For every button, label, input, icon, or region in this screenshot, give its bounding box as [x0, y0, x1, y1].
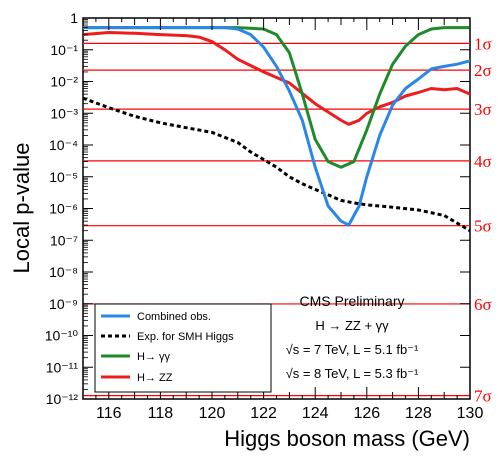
y-tick-label: 10⁻¹⁰	[45, 328, 79, 344]
legend-label-gammagamma: H→ γγ	[137, 351, 171, 363]
sigma-label-5: 5σ	[474, 217, 492, 236]
y-tick-label: 10⁻⁹	[49, 296, 78, 312]
y-tick-label: 10⁻⁵	[49, 169, 78, 185]
y-tick-label: 10⁻⁸	[49, 264, 78, 280]
y-tick-label: 10⁻¹	[50, 42, 78, 58]
series-line-0	[83, 26, 470, 227]
sigma-label-4: 4σ	[474, 152, 492, 171]
y-tick-label: 10⁻²	[50, 74, 78, 90]
sigma-label-2: 2σ	[474, 61, 492, 80]
legend-label-zz: H→ ZZ	[137, 372, 173, 384]
x-tick-label: 124	[302, 405, 329, 422]
legend-label-expected: Exp. for SMH Higgs	[137, 331, 234, 343]
sigma-label-6: 6σ	[474, 295, 492, 314]
axis-ticks	[82, 17, 471, 400]
y-tick-label: 10⁻⁷	[50, 232, 78, 248]
y-tick-label: 1	[70, 10, 78, 26]
energy-lumi-8tev: √s = 8 TeV, L = 5.3 fb⁻¹	[286, 366, 419, 381]
x-tick-label: 120	[199, 405, 226, 422]
x-tick-label: 118	[148, 405, 174, 422]
x-tick-label: 128	[405, 405, 432, 422]
legend: Combined obs. Exp. for SMH Higgs H→ γγ H…	[94, 303, 272, 393]
sigma-labels: 1σ 2σ 3σ 4σ 5σ 6σ 7σ	[474, 34, 492, 405]
x-tick-label: 130	[457, 405, 484, 422]
x-axis-title: Higgs boson mass (GeV)	[224, 426, 470, 451]
annotation-block: CMS Preliminary H → ZZ + γγ √s = 7 TeV, …	[286, 293, 419, 381]
sigma-label-7: 7σ	[474, 387, 492, 406]
y-tick-label: 10⁻⁶	[49, 201, 78, 217]
y-axis-title: Local p-value	[9, 143, 34, 274]
series-line-3	[83, 31, 470, 126]
y-tick-label: 10⁻¹¹	[46, 359, 79, 375]
x-tick-labels: 116 118 120 122 124 126 128 130	[96, 405, 483, 422]
x-tick-label: 122	[250, 405, 277, 422]
y-tick-label: 10⁻¹²	[46, 391, 79, 407]
y-tick-label: 10⁻³	[50, 105, 78, 121]
series-layer	[83, 26, 470, 232]
legend-label-combined: Combined obs.	[137, 311, 211, 323]
series-line-1	[83, 96, 470, 232]
y-tick-labels: 1 10⁻¹ 10⁻² 10⁻³ 10⁻⁴ 10⁻⁵ 10⁻⁶ 10⁻⁷ 10⁻⁸ 10⁻⁹ 10⁻…	[45, 10, 79, 407]
experiment-label: CMS Preliminary	[299, 293, 404, 309]
y-tick-label: 10⁻⁴	[49, 137, 78, 153]
sigma-label-3: 3σ	[474, 100, 492, 119]
energy-lumi-7tev: √s = 7 TeV, L = 5.1 fb⁻¹	[286, 342, 419, 357]
sigma-label-1: 1σ	[474, 34, 492, 53]
channel-label: H → ZZ + γγ	[315, 318, 389, 333]
x-tick-label: 116	[96, 405, 122, 422]
x-tick-label: 126	[353, 405, 380, 422]
